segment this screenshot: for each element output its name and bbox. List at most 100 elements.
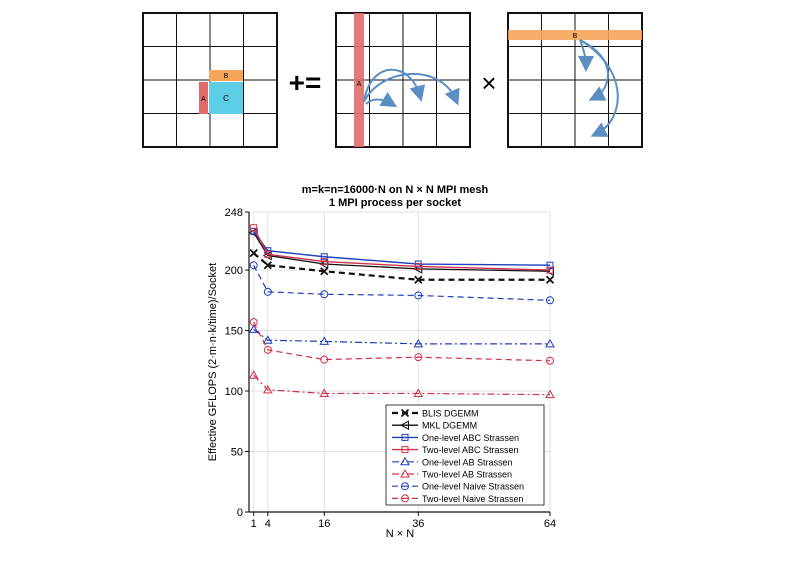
data-point [249, 261, 258, 270]
legend-label: Two-level ABC Strassen [422, 445, 519, 455]
series-line [253, 232, 551, 272]
series-layer [248, 224, 555, 399]
plus-equals-operator: += [289, 67, 322, 98]
legend-entry: Two-level ABC Strassen [392, 445, 519, 455]
y-tick-label: 50 [231, 447, 243, 459]
data-point [319, 336, 330, 345]
legend: BLIS DGEMM MKL DGEMM One-level ABC Strasse… [385, 404, 545, 506]
right-arrow-3 [579, 39, 619, 137]
x-tick-label: 16 [318, 518, 330, 530]
left-block-a-label: A [201, 96, 206, 103]
data-point [414, 291, 423, 300]
middle-arrow-1 [363, 68, 426, 103]
series-line [253, 264, 551, 301]
data-point [320, 267, 329, 276]
y-tick-label: 150 [225, 326, 243, 338]
series-two-level-ab-strassen [248, 370, 555, 399]
data-point [320, 253, 328, 261]
y-tick-label: 100 [225, 386, 243, 398]
legend-box [385, 404, 545, 506]
data-point [250, 224, 258, 232]
left-block-c [209, 82, 243, 114]
data-point [545, 389, 555, 399]
legend-marker [401, 433, 409, 441]
y-tick-label: 248 [225, 207, 243, 219]
y-axis-label: Effective GFLOPS (2·m·n·k/time)/Socket [207, 263, 219, 461]
y-tick-label: 200 [225, 265, 243, 277]
right-arrow-1 [577, 39, 594, 72]
series-one-level-ab-strassen [248, 324, 555, 348]
legend-entry: BLIS DGEMM [392, 409, 479, 419]
legend-label: MKL DGEMM [422, 421, 477, 431]
legend-marker [399, 420, 409, 431]
legend-marker [401, 482, 409, 491]
legend-label: One-level Naive Strassen [422, 482, 524, 492]
legend-marker [400, 468, 410, 478]
legend-entry: One-level ABC Strassen [392, 433, 519, 443]
series-two-level-abc-strassen [250, 224, 554, 274]
data-point [320, 258, 328, 266]
chart-subtitle: 1 MPI process per socket [329, 197, 461, 209]
data-point [546, 356, 554, 365]
data-point [262, 384, 273, 394]
data-point [319, 388, 330, 397]
legend-label: BLIS DGEMM [422, 409, 479, 419]
legend-marker [400, 408, 410, 418]
left-block-c-label: C [223, 94, 229, 103]
left-block-b [209, 70, 243, 81]
legend-entry: MKL DGEMM [392, 420, 477, 431]
right-block-b [508, 30, 642, 40]
data-point [249, 248, 258, 258]
data-point [263, 287, 272, 296]
data-point [249, 318, 258, 327]
data-point [263, 261, 272, 270]
data-point [546, 261, 554, 269]
data-point [320, 355, 329, 364]
left-grid: A B C [142, 12, 278, 148]
x-tick-label: 36 [412, 518, 424, 530]
legend-label: Two-level AB Strassen [422, 470, 512, 480]
legend-entry: One-level AB Strassen [392, 456, 513, 467]
data-point [414, 353, 423, 362]
diagram: A B C += A × B [142, 12, 643, 148]
legend-entry: Two-level Naive Strassen [392, 494, 524, 504]
x-axis-label: N × N [386, 528, 414, 540]
data-point [262, 335, 273, 344]
right-block-b-label: B [573, 33, 578, 40]
data-point [414, 262, 422, 270]
middle-arrow-2 [363, 73, 460, 106]
middle-block-a-label: A [357, 81, 362, 88]
data-point [413, 388, 424, 397]
legend-label: One-level ABC Strassen [422, 433, 519, 443]
times-operator: × [481, 68, 496, 98]
data-point [546, 266, 554, 274]
data-point [264, 250, 272, 258]
x-tick-label: 4 [265, 518, 271, 530]
data-point [413, 338, 424, 348]
data-point [545, 275, 555, 284]
chart: m=k=n=16000·N on N × N MPI mesh 1 MPI pr… [207, 184, 556, 540]
data-point [546, 296, 554, 305]
series-one-level-naive-strassen [249, 261, 554, 305]
series-two-level-naive-strassen [249, 318, 554, 365]
data-point [545, 338, 555, 348]
legend-marker [400, 456, 410, 466]
middle-grid: A [335, 12, 471, 148]
data-point [248, 324, 259, 333]
series-line [253, 227, 551, 271]
legend-entry: One-level Naive Strassen [392, 482, 524, 492]
left-block-a [199, 82, 208, 114]
series-line [253, 374, 551, 396]
chart-title: m=k=n=16000·N on N × N MPI mesh [302, 184, 489, 196]
series-line [252, 252, 550, 281]
right-arrow-2 [579, 39, 609, 101]
x-tick-label: 64 [544, 518, 556, 530]
x-tick-label: 1 [251, 518, 257, 530]
legend-marker [401, 494, 409, 503]
legend-entry: Two-level AB Strassen [392, 468, 512, 480]
left-block-b-label: B [224, 73, 229, 80]
series-one-level-abc-strassen [250, 227, 554, 269]
y-tick-label: 0 [237, 507, 243, 519]
legend-entries: BLIS DGEMM MKL DGEMM One-level ABC Strasse… [392, 409, 524, 504]
